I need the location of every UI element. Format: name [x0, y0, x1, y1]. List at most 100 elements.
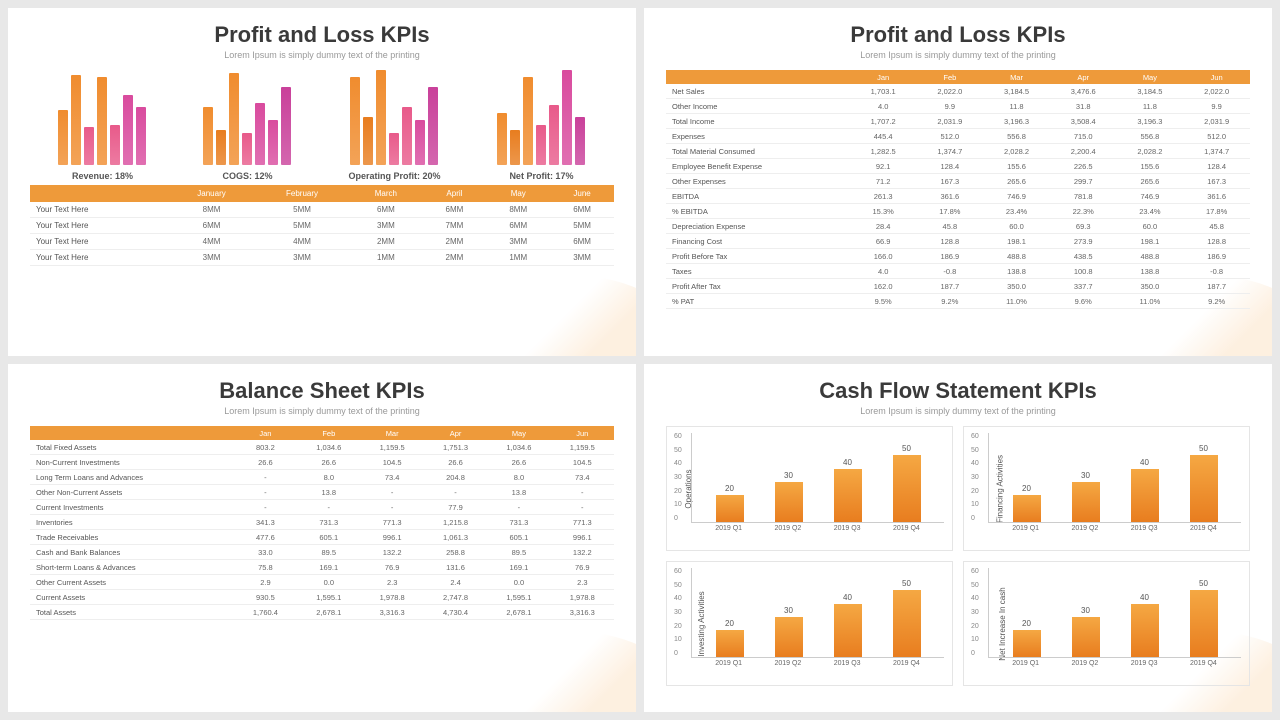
slide2-table: JanFebMarAprMayJunNet Sales1,703.12,022.…	[666, 70, 1250, 309]
table-cell: Your Text Here	[30, 202, 168, 218]
table-cell: 996.1	[360, 530, 423, 545]
cashflow-chart: Financing Activities01020304050602030405…	[963, 426, 1250, 551]
table-cell: 1,034.6	[297, 440, 360, 455]
table-cell: 0.0	[297, 575, 360, 590]
chart-caption: Operating Profit: 20%	[348, 171, 440, 181]
table-header: Apr	[1050, 70, 1117, 84]
table-cell: 76.9	[360, 560, 423, 575]
slide1-subtitle: Lorem Ipsum is simply dummy text of the …	[30, 50, 614, 60]
table-cell: 5MM	[255, 218, 349, 234]
table-cell: EBITDA	[666, 189, 850, 204]
slide1-charts-row: Revenue: 18%COGS: 12%Operating Profit: 2…	[30, 70, 614, 181]
table-cell: 11.8	[1117, 99, 1184, 114]
table-cell: 512.0	[917, 129, 984, 144]
table-cell: 11.0%	[983, 294, 1050, 309]
table-cell: 2,678.1	[487, 605, 550, 620]
table-cell: 71.2	[850, 174, 917, 189]
chart-bar	[363, 117, 373, 165]
table-row: Total Assets1,760.42,678.13,316.34,730.4…	[30, 605, 614, 620]
chart-bar	[428, 87, 438, 165]
chart-bar	[97, 77, 107, 165]
table-cell: 2,022.0	[917, 84, 984, 99]
mini-bar-chart: Revenue: 18%	[58, 70, 146, 181]
table-cell: 261.3	[850, 189, 917, 204]
chart-bar	[562, 70, 572, 165]
table-cell: Employee Benefit Expense	[666, 159, 850, 174]
table-row: Short-term Loans & Advances75.8169.176.9…	[30, 560, 614, 575]
x-axis-label: 2019 Q1	[1012, 525, 1039, 532]
chart-bar	[402, 107, 412, 165]
table-cell: 22.3%	[1050, 204, 1117, 219]
table-cell: Long Term Loans and Advances	[30, 470, 234, 485]
bar-value-label: 40	[843, 593, 852, 602]
cashflow-bar	[775, 482, 803, 522]
table-cell: 186.9	[917, 249, 984, 264]
table-cell: 155.6	[983, 159, 1050, 174]
table-row: Your Text Here8MM5MM6MM6MM8MM6MM	[30, 202, 614, 218]
table-cell: 605.1	[487, 530, 550, 545]
table-cell: 167.3	[917, 174, 984, 189]
table-row: Your Text Here4MM4MM2MM2MM3MM6MM	[30, 234, 614, 250]
table-cell: 2.9	[234, 575, 297, 590]
x-axis-label: 2019 Q2	[1071, 525, 1098, 532]
table-cell: 204.8	[424, 470, 487, 485]
table-cell: 23.4%	[1117, 204, 1184, 219]
table-row: Total Material Consumed1,282.51,374.72,0…	[666, 144, 1250, 159]
table-cell: 1,595.1	[487, 590, 550, 605]
table-cell: 17.8%	[1183, 204, 1250, 219]
bar-value-label: 20	[1022, 484, 1031, 493]
table-cell: 715.0	[1050, 129, 1117, 144]
table-cell: 9.9	[917, 99, 984, 114]
table-cell: 4,730.4	[424, 605, 487, 620]
table-cell: % PAT	[666, 294, 850, 309]
table-cell: -	[360, 485, 423, 500]
table-cell: 488.8	[983, 249, 1050, 264]
table-cell: -	[234, 500, 297, 515]
chart-bar	[203, 107, 213, 165]
table-cell: Taxes	[666, 264, 850, 279]
table-cell: 350.0	[983, 279, 1050, 294]
table-cell: 198.1	[1117, 234, 1184, 249]
table-cell: 556.8	[1117, 129, 1184, 144]
table-cell: 258.8	[424, 545, 487, 560]
chart-bar	[268, 120, 278, 165]
table-cell: 4MM	[255, 234, 349, 250]
table-header: May	[1117, 70, 1184, 84]
table-cell: 337.7	[1050, 279, 1117, 294]
table-cell: 9.6%	[1050, 294, 1117, 309]
table-cell: 8MM	[168, 202, 255, 218]
table-cell: 3MM	[550, 250, 614, 266]
table-cell: 2MM	[423, 250, 487, 266]
table-cell: 803.2	[234, 440, 297, 455]
slide2-title: Profit and Loss KPIs	[666, 22, 1250, 48]
slide-pl-table: Profit and Loss KPIs Lorem Ipsum is simp…	[644, 8, 1272, 356]
table-cell: Expenses	[666, 129, 850, 144]
table-cell: 731.3	[297, 515, 360, 530]
table-cell: 771.3	[360, 515, 423, 530]
table-cell: Current Assets	[30, 590, 234, 605]
table-row: Financing Cost66.9128.8198.1273.9198.112…	[666, 234, 1250, 249]
table-cell: 226.5	[1050, 159, 1117, 174]
bar-value-label: 50	[902, 444, 911, 453]
x-axis-label: 2019 Q2	[774, 525, 801, 532]
slide3-subtitle: Lorem Ipsum is simply dummy text of the …	[30, 406, 614, 416]
chart-bar	[536, 125, 546, 165]
table-cell: 1,282.5	[850, 144, 917, 159]
cashflow-bar	[1131, 469, 1159, 522]
table-cell: Net Sales	[666, 84, 850, 99]
table-cell: 1,061.3	[424, 530, 487, 545]
table-cell: -	[297, 500, 360, 515]
table-cell: 746.9	[1117, 189, 1184, 204]
cashflow-bar	[775, 617, 803, 657]
table-cell: 438.5	[1050, 249, 1117, 264]
chart-bar	[84, 127, 94, 165]
table-cell: Other Expenses	[666, 174, 850, 189]
table-cell: 6MM	[550, 202, 614, 218]
table-header: January	[168, 185, 255, 202]
cashflow-bar	[893, 455, 921, 522]
table-row: Other Current Assets2.90.02.32.40.02.3	[30, 575, 614, 590]
table-cell: 17.8%	[917, 204, 984, 219]
table-cell: 73.4	[551, 470, 614, 485]
table-cell: -	[551, 500, 614, 515]
table-cell: -	[487, 500, 550, 515]
